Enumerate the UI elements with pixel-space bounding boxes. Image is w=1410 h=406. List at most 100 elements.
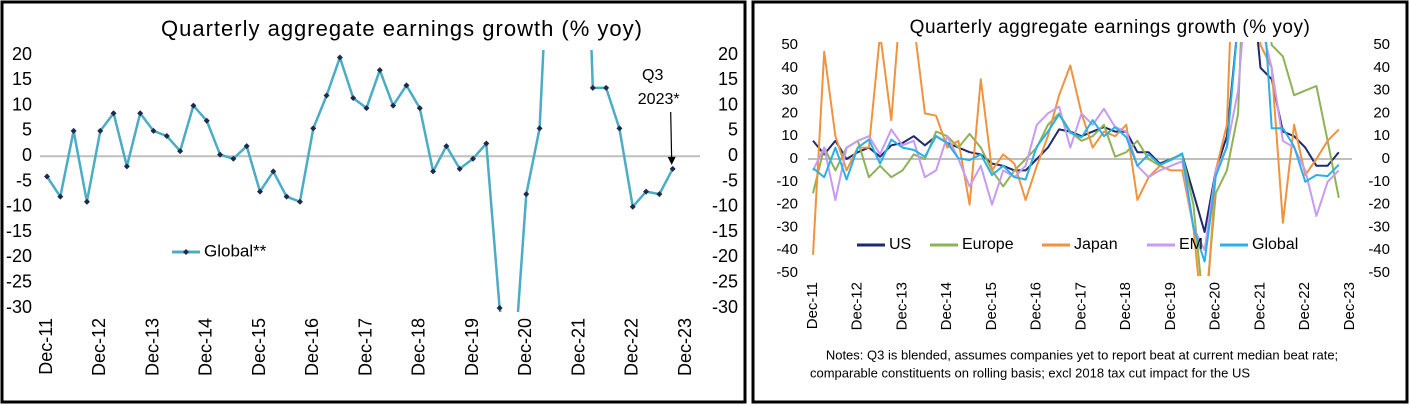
y-tick-label: -10 (6, 196, 32, 216)
legend-label: Global** (204, 241, 267, 260)
data-point (336, 54, 343, 61)
data-point (496, 305, 503, 311)
data-point (629, 203, 636, 210)
series-line (812, 42, 1340, 263)
data-point (456, 165, 463, 172)
data-point (656, 191, 663, 198)
data-point (403, 82, 410, 89)
y-tick-label: 10 (781, 127, 798, 144)
legend-label: Global (1252, 236, 1298, 253)
y2-tick-label: 40 (1373, 59, 1390, 76)
y-tick-label: 10 (12, 94, 32, 114)
y-tick-label: 0 (790, 150, 798, 167)
legend-label: EM (1179, 236, 1203, 253)
chart-title: Quarterly aggregate earnings growth (% y… (910, 17, 1311, 38)
x-tick-label: Dec-20 (1207, 282, 1224, 330)
note: Notes: Q3 is blended, assumes companies … (826, 347, 1338, 362)
x-tick-label: Dec-19 (1162, 282, 1179, 330)
x-tick-label: Dec-12 (89, 318, 109, 376)
y2-tick-label: -5 (722, 170, 738, 190)
y2-tick-label: -10 (1368, 173, 1390, 190)
data-point (310, 125, 317, 132)
y-tick-label: -10 (776, 173, 798, 190)
data-point (363, 105, 370, 112)
y2-tick-label: 30 (1373, 82, 1390, 99)
x-tick-label: Dec-16 (302, 318, 322, 376)
y2-tick-label: 15 (718, 69, 738, 89)
y2-tick-label: -30 (1368, 218, 1390, 235)
data-point (430, 168, 437, 175)
y-tick-label: 20 (781, 104, 798, 121)
data-point (97, 127, 104, 134)
data-point (230, 155, 237, 162)
series-line (812, 42, 1340, 252)
plot-area (812, 42, 1340, 276)
series-line (812, 42, 1340, 276)
x-tick-label: Dec-14 (938, 282, 955, 330)
y-tick-label: -15 (6, 221, 32, 241)
y-tick-label: -50 (776, 264, 798, 281)
y-tick-label: 15 (12, 69, 32, 89)
data-point (296, 198, 303, 205)
y-tick-label: -20 (776, 196, 798, 213)
legend-label: Europe (962, 236, 1014, 253)
data-point (163, 132, 170, 139)
data-point (243, 143, 250, 150)
plot-area (44, 50, 676, 387)
y-tick-label: 50 (781, 36, 798, 53)
data-point (203, 117, 210, 124)
y2-tick-label: 10 (1373, 127, 1390, 144)
data-point (470, 155, 476, 162)
panel-frame (751, 0, 1409, 404)
data-point (523, 191, 530, 198)
data-point (70, 127, 77, 134)
x-tick-label: Dec-12 (849, 282, 866, 330)
y-tick-label: -30 (776, 218, 798, 235)
x-tick-label: Dec-21 (1251, 282, 1268, 330)
x-tick-label: Dec-17 (1072, 282, 1089, 330)
data-point (603, 84, 610, 91)
y2-tick-label: 5 (728, 120, 738, 140)
data-point (217, 151, 224, 158)
y-tick-label: -30 (6, 297, 32, 317)
x-tick-label: Dec-18 (1117, 282, 1134, 330)
legend-label: US (889, 236, 911, 253)
data-point (416, 105, 423, 112)
y2-tick-label: -10 (712, 196, 738, 216)
x-tick-label: Dec-21 (568, 318, 588, 376)
y-tick-label: 5 (22, 120, 32, 140)
data-point (376, 67, 383, 74)
legend-label: Japan (1074, 236, 1118, 253)
y2-tick-label: 50 (1373, 36, 1390, 53)
y2-tick-label: 10 (718, 94, 738, 114)
y-tick-label: -20 (6, 246, 32, 266)
x-tick-label: Dec-14 (196, 318, 216, 376)
x-tick-label: Dec-15 (983, 282, 1000, 330)
x-tick-label: Dec-22 (1296, 282, 1313, 330)
annotation: 2023* (638, 91, 680, 108)
x-tick-label: Dec-11 (36, 318, 56, 375)
data-point (257, 188, 263, 195)
x-tick-label: Dec-17 (355, 318, 375, 376)
data-point (83, 198, 90, 205)
data-point (350, 95, 357, 102)
note: comparable constituents on rolling basis… (810, 365, 1250, 380)
data-point (510, 381, 516, 387)
data-point (616, 125, 623, 132)
data-point (390, 102, 397, 109)
legend-marker (183, 249, 189, 255)
y2-tick-label: 0 (728, 145, 738, 165)
y2-tick-label: -15 (712, 221, 738, 241)
data-point (643, 188, 650, 195)
data-point (190, 102, 197, 109)
data-point (137, 110, 144, 117)
data-point (150, 127, 157, 134)
series-line (812, 42, 1340, 276)
x-tick-label: Dec-15 (249, 318, 269, 376)
x-tick-label: Dec-18 (409, 318, 429, 376)
data-point (536, 125, 543, 132)
y-tick-label: 40 (781, 59, 798, 76)
x-tick-label: Dec-11 (804, 282, 821, 329)
data-point (270, 168, 277, 175)
